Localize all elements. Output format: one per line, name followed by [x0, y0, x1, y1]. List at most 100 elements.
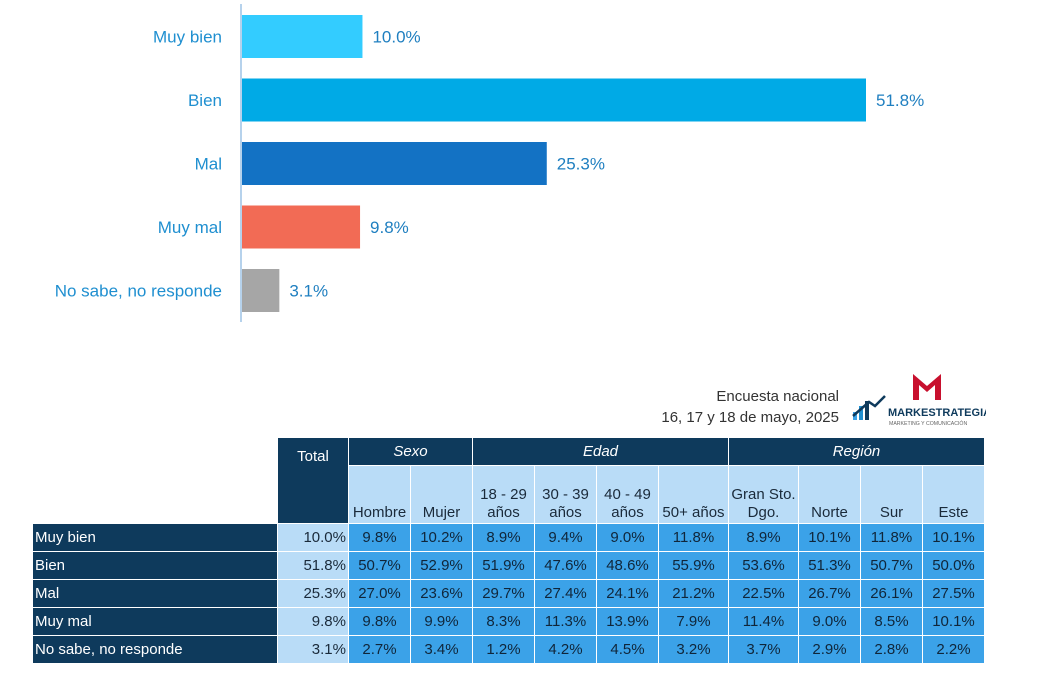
- total-cell: 3.1%: [277, 635, 349, 664]
- table-cell: 10.2%: [410, 523, 473, 552]
- table-cell: 9.4%: [534, 523, 597, 552]
- row-label: No sabe, no responde: [32, 635, 278, 664]
- column-header: 18 - 29 años: [472, 465, 535, 524]
- logo-tagline: MARKETING Y COMUNICACIÓN: [889, 420, 967, 427]
- category-label: Bien: [188, 91, 222, 110]
- group-header-region: Región: [728, 437, 985, 466]
- table-cell: 50.7%: [860, 551, 923, 580]
- total-cell: 9.8%: [277, 607, 349, 636]
- value-label: 51.8%: [876, 91, 924, 110]
- table-cell: 50.7%: [348, 551, 411, 580]
- table-row: Bien 51.8% 50.7% 52.9% 51.9% 47.6% 48.6% 55.9% 5…: [32, 551, 985, 580]
- table-cell: 7.9%: [658, 607, 729, 636]
- column-header: Norte: [798, 465, 861, 524]
- table-row: Mal 25.3% 27.0% 23.6% 29.7% 27.4% 24.1% 21.2% 22…: [32, 579, 985, 608]
- row-label: Mal: [32, 579, 278, 608]
- total-cell: 51.8%: [277, 551, 349, 580]
- logo-m-icon: [913, 374, 941, 400]
- table-cell: 9.8%: [348, 523, 411, 552]
- bar-3: [242, 205, 361, 249]
- table-cell: 8.9%: [728, 523, 799, 552]
- table-cell: 22.5%: [728, 579, 799, 608]
- logo-bar-icon: [865, 401, 869, 420]
- table-cell: 8.3%: [472, 607, 535, 636]
- value-label: 3.1%: [289, 282, 328, 301]
- category-label: No sabe, no responde: [55, 282, 222, 301]
- bar-0: [242, 15, 363, 58]
- table-cell: 23.6%: [410, 579, 473, 608]
- table-cell: 9.9%: [410, 607, 473, 636]
- table-cell: 10.1%: [922, 523, 985, 552]
- table-cell: 11.3%: [534, 607, 597, 636]
- column-header: Mujer: [410, 465, 473, 524]
- table-cell: 9.0%: [596, 523, 659, 552]
- table-cell: 2.7%: [348, 635, 411, 664]
- table-cell: 29.7%: [472, 579, 535, 608]
- table-cell: 3.4%: [410, 635, 473, 664]
- table-cell: 24.1%: [596, 579, 659, 608]
- value-label: 10.0%: [372, 28, 420, 47]
- table-cell: 11.8%: [658, 523, 729, 552]
- row-label: Bien: [32, 551, 278, 580]
- bar-2: [242, 142, 547, 185]
- bar-1: [242, 78, 866, 122]
- logo-bar-icon: [853, 412, 857, 420]
- table-row: Muy mal 9.8% 9.8% 9.9% 8.3% 11.3% 13.9% 7.9% 11.…: [32, 607, 985, 636]
- table-cell: 9.0%: [798, 607, 861, 636]
- bar-4: [242, 269, 280, 312]
- source-note: Encuesta nacional 16, 17 y 18 de mayo, 2…: [661, 386, 839, 428]
- column-header: Este: [922, 465, 985, 524]
- table-cell: 4.2%: [534, 635, 597, 664]
- table-cell: 3.7%: [728, 635, 799, 664]
- column-header: 30 - 39 años: [534, 465, 597, 524]
- row-label: Muy bien: [32, 523, 278, 552]
- table-cell: 53.6%: [728, 551, 799, 580]
- table-row: No sabe, no responde 3.1% 2.7% 3.4% 1.2% 4.2%…: [32, 635, 985, 664]
- table-cell: 10.1%: [922, 607, 985, 636]
- source-line-1: Encuesta nacional: [716, 388, 839, 405]
- logo-arrow-icon: [852, 395, 886, 417]
- column-header: Sur: [860, 465, 923, 524]
- value-label: 9.8%: [370, 218, 409, 237]
- table-cell: 8.9%: [472, 523, 535, 552]
- table-cell: 55.9%: [658, 551, 729, 580]
- table-cell: 13.9%: [596, 607, 659, 636]
- column-header: Hombre: [348, 465, 411, 524]
- column-header: 40 - 49 años: [596, 465, 659, 524]
- category-label: Muy bien: [153, 28, 222, 47]
- table-cell: 26.7%: [798, 579, 861, 608]
- source-line-2: 16, 17 y 18 de mayo, 2025: [661, 409, 839, 426]
- column-header: 50+ años: [658, 465, 729, 524]
- table-cell: 1.2%: [472, 635, 535, 664]
- table-cell: 8.5%: [860, 607, 923, 636]
- table-cell: 10.1%: [798, 523, 861, 552]
- table-cell: 11.4%: [728, 607, 799, 636]
- table-cell: 27.4%: [534, 579, 597, 608]
- category-label: Muy mal: [158, 218, 222, 237]
- table-cell: 9.8%: [348, 607, 411, 636]
- table-cell: 2.8%: [860, 635, 923, 664]
- crosstab-table: Total Sexo Edad Región Hombre Mujer 18 - 2…: [32, 437, 985, 664]
- table-cell: 4.5%: [596, 635, 659, 664]
- total-header: Total: [277, 437, 349, 524]
- table-cell: 27.5%: [922, 579, 985, 608]
- table-corner: [32, 437, 278, 466]
- group-header-edad: Edad: [472, 437, 729, 466]
- table-cell: 2.2%: [922, 635, 985, 664]
- column-header: Gran Sto. Dgo.: [728, 465, 799, 524]
- table-cell: 3.2%: [658, 635, 729, 664]
- table-cell: 51.9%: [472, 551, 535, 580]
- markestrategia-logo: MARKESTRATEGIA MARKETING Y COMUNICACIÓN: [852, 374, 986, 427]
- logo-name: MARKESTRATEGIA: [888, 407, 986, 419]
- table-cell: 52.9%: [410, 551, 473, 580]
- group-header-sexo: Sexo: [348, 437, 473, 466]
- value-label: 25.3%: [557, 155, 605, 174]
- logo-bar-icon: [859, 406, 863, 420]
- total-cell: 10.0%: [277, 523, 349, 552]
- total-cell: 25.3%: [277, 579, 349, 608]
- table-cell: 26.1%: [860, 579, 923, 608]
- table-cell: 2.9%: [798, 635, 861, 664]
- table-cell: 47.6%: [534, 551, 597, 580]
- table-cell: 21.2%: [658, 579, 729, 608]
- table-cell: 50.0%: [922, 551, 985, 580]
